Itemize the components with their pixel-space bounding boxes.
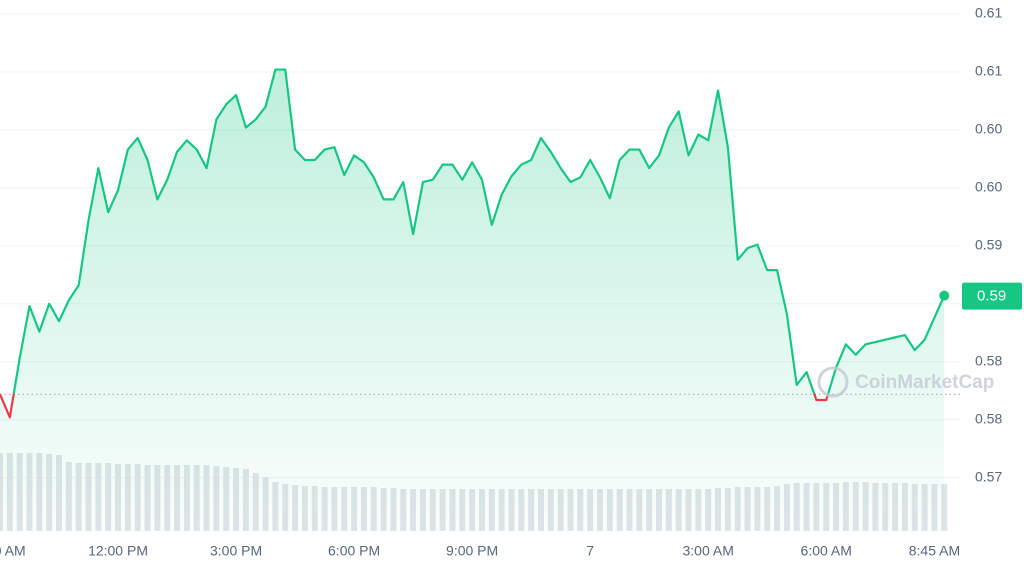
y-tick-label: 0.60 (975, 121, 1002, 137)
last-price-dot (939, 290, 950, 301)
y-tick-label: 0.60 (975, 179, 1002, 195)
x-tick-label: 3:00 AM (683, 543, 734, 559)
y-tick-label: 0.57 (975, 468, 1002, 484)
price-tag (962, 282, 1022, 310)
x-tick-label: 7 (586, 543, 594, 559)
x-tick-label: 6:00 AM (801, 543, 852, 559)
y-tick-label: 0.61 (975, 63, 1002, 79)
x-tick-label: 6:00 PM (328, 543, 380, 559)
x-tick-label: 9:00 AM (0, 543, 26, 559)
price-tag-label: 0.59 (977, 288, 1006, 305)
price-area (0, 69, 945, 531)
y-tick-label: 0.61 (975, 5, 1002, 21)
watermark-logo (817, 366, 849, 398)
y-tick-label: 0.58 (975, 410, 1002, 426)
x-tick-label: 9:00 PM (446, 543, 498, 559)
y-tick-label: 0.59 (975, 236, 1002, 252)
y-tick-label: 0.58 (975, 352, 1002, 368)
volume-bar (941, 484, 948, 531)
x-tick-label: 12:00 PM (88, 543, 148, 559)
x-tick-label: 3:00 PM (210, 543, 262, 559)
price-line (0, 68, 946, 419)
watermark-text: CoinMarketCap (855, 372, 994, 393)
watermark: CoinMarketCap (817, 366, 994, 398)
x-tick-label: 8:45 AM (909, 543, 960, 559)
